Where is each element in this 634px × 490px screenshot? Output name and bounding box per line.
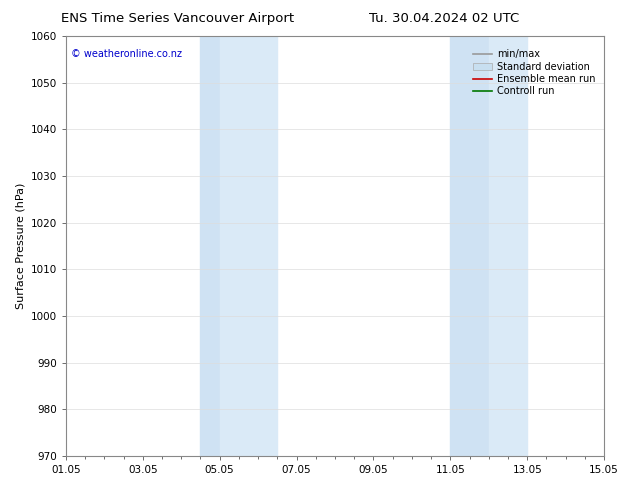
Text: Tu. 30.04.2024 02 UTC: Tu. 30.04.2024 02 UTC bbox=[369, 12, 519, 25]
Bar bbox=[489, 36, 527, 456]
Bar bbox=[219, 36, 277, 456]
Text: © weatheronline.co.nz: © weatheronline.co.nz bbox=[71, 49, 182, 59]
Legend: min/max, Standard deviation, Ensemble mean run, Controll run: min/max, Standard deviation, Ensemble me… bbox=[469, 45, 599, 100]
Bar bbox=[450, 36, 489, 456]
Text: ENS Time Series Vancouver Airport: ENS Time Series Vancouver Airport bbox=[61, 12, 294, 25]
Y-axis label: Surface Pressure (hPa): Surface Pressure (hPa) bbox=[15, 183, 25, 309]
Bar bbox=[200, 36, 219, 456]
